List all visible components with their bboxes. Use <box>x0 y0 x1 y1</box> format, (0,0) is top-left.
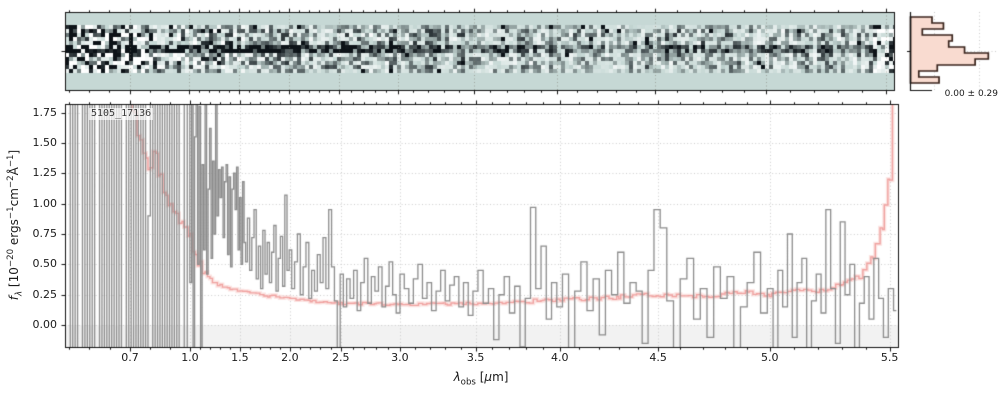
x-tick-label: 4.0 <box>551 351 569 364</box>
y-tick-label: 0.00 <box>32 317 58 331</box>
x-axis-label: λobs [μm] <box>453 370 509 388</box>
y-tick-label: 0.75 <box>32 226 58 240</box>
x-tick-label: 3.5 <box>466 351 485 364</box>
y-tick-label: 1.25 <box>32 166 58 180</box>
x-tick-label: 3.0 <box>391 351 409 364</box>
y-tick-label: 0.50 <box>32 257 58 271</box>
y-tick-label: 1.75 <box>32 105 58 119</box>
x-tick-label: 5.0 <box>760 351 779 364</box>
y-tick-label: 1.50 <box>32 135 58 149</box>
object-id-label: 5105_17136 <box>89 108 154 120</box>
histogram-stat-label: 0.00 ± 0.29 <box>944 89 998 99</box>
x-tick-label: 1.5 <box>231 351 249 364</box>
x-tick-label: 1.0 <box>181 351 199 364</box>
y-tick-label: 1.00 <box>32 196 58 210</box>
x-tick-label: 2.5 <box>331 351 350 364</box>
x-tick-label: 2.0 <box>281 351 299 364</box>
x-tick-label: 5.5 <box>880 351 899 364</box>
x-tick-label: 4.5 <box>649 351 667 364</box>
y-tick-label: 0.25 <box>32 287 58 301</box>
x-tick-label: 0.7 <box>121 351 139 364</box>
